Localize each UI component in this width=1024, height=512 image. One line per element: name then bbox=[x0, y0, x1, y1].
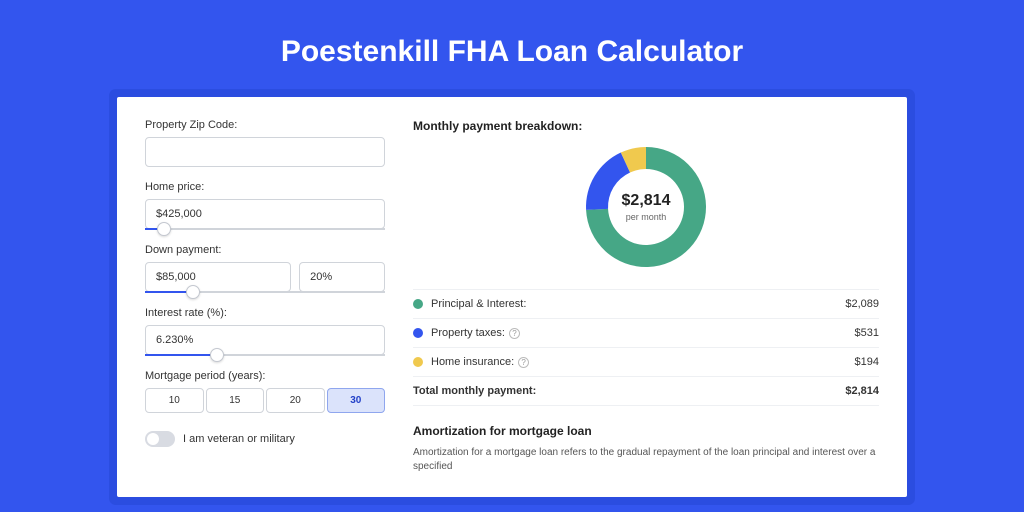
period-option-15[interactable]: 15 bbox=[206, 388, 265, 413]
down-payment-slider[interactable] bbox=[145, 291, 385, 293]
period-option-20[interactable]: 20 bbox=[266, 388, 325, 413]
donut-sub: per month bbox=[626, 212, 667, 222]
breakdown-row: Home insurance:?$194 bbox=[413, 347, 879, 376]
interest-slider[interactable] bbox=[145, 354, 385, 356]
interest-label: Interest rate (%): bbox=[145, 307, 385, 319]
breakdown-value: $194 bbox=[855, 356, 879, 368]
veteran-toggle[interactable] bbox=[145, 431, 175, 447]
zip-label: Property Zip Code: bbox=[145, 119, 385, 131]
breakdown-column: Monthly payment breakdown: $2,814 per mo… bbox=[413, 119, 879, 475]
breakdown-heading: Monthly payment breakdown: bbox=[413, 119, 879, 133]
amortization-desc: Amortization for a mortgage loan refers … bbox=[413, 446, 879, 474]
zip-input[interactable] bbox=[145, 137, 385, 167]
total-label: Total monthly payment: bbox=[413, 385, 845, 397]
payment-donut-chart: $2,814 per month bbox=[582, 143, 710, 271]
breakdown-row: Principal & Interest:$2,089 bbox=[413, 289, 879, 318]
breakdown-row: Property taxes:?$531 bbox=[413, 318, 879, 347]
home-price-input[interactable] bbox=[145, 199, 385, 229]
home-price-label: Home price: bbox=[145, 181, 385, 193]
form-column: Property Zip Code: Home price: Down paym… bbox=[145, 119, 385, 475]
breakdown-value: $2,089 bbox=[845, 298, 879, 310]
period-button-group: 10152030 bbox=[145, 388, 385, 413]
legend-dot bbox=[413, 328, 423, 338]
total-value: $2,814 bbox=[845, 385, 879, 397]
period-option-10[interactable]: 10 bbox=[145, 388, 204, 413]
period-label: Mortgage period (years): bbox=[145, 370, 385, 382]
down-payment-label: Down payment: bbox=[145, 244, 385, 256]
calculator-panel: Property Zip Code: Home price: Down paym… bbox=[117, 97, 907, 497]
info-icon[interactable]: ? bbox=[509, 328, 520, 339]
legend-dot bbox=[413, 357, 423, 367]
interest-input[interactable] bbox=[145, 325, 385, 355]
period-option-30[interactable]: 30 bbox=[327, 388, 386, 413]
info-icon[interactable]: ? bbox=[518, 357, 529, 368]
amortization-heading: Amortization for mortgage loan bbox=[413, 424, 879, 438]
breakdown-value: $531 bbox=[855, 327, 879, 339]
down-payment-input[interactable] bbox=[145, 262, 291, 292]
breakdown-label: Property taxes:? bbox=[431, 327, 855, 339]
total-row: Total monthly payment: $2,814 bbox=[413, 376, 879, 406]
donut-amount: $2,814 bbox=[622, 192, 671, 210]
breakdown-label: Home insurance:? bbox=[431, 356, 855, 368]
page-title: Poestenkill FHA Loan Calculator bbox=[0, 0, 1024, 97]
legend-dot bbox=[413, 299, 423, 309]
home-price-slider[interactable] bbox=[145, 228, 385, 230]
down-payment-pct-input[interactable] bbox=[299, 262, 385, 292]
veteran-label: I am veteran or military bbox=[183, 433, 295, 445]
breakdown-label: Principal & Interest: bbox=[431, 298, 845, 310]
